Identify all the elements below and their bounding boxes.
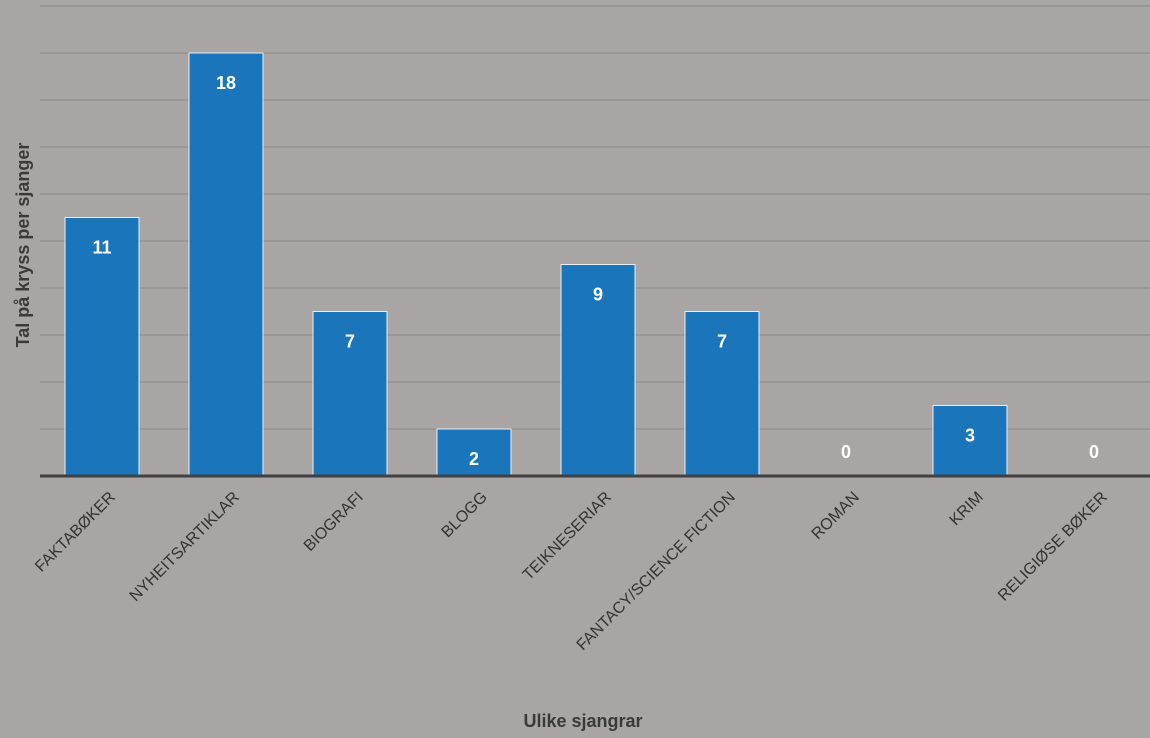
- data-label-0: 11: [92, 238, 111, 258]
- data-label-5: 7: [717, 332, 727, 352]
- data-label-3: 2: [469, 449, 479, 469]
- bar-2: [312, 311, 388, 477]
- x-tick-label-7: KRIM: [947, 489, 987, 529]
- x-tick-label-1: NYHEITSARTIKLAR: [127, 489, 243, 605]
- data-label-8: 0: [1089, 442, 1099, 462]
- bar-0: [64, 217, 140, 477]
- data-label-7: 3: [965, 426, 975, 446]
- data-label-6: 0: [841, 442, 851, 462]
- x-tick-label-0: FAKTABØKER: [32, 489, 119, 576]
- x-tick-label-3: BLOGG: [439, 489, 491, 541]
- bar-7: [932, 405, 1008, 477]
- bar-5: [684, 311, 760, 477]
- bars: [64, 52, 1008, 477]
- data-label-2: 7: [345, 332, 355, 352]
- x-tick-label-4: TEIKNESERIAR: [520, 489, 615, 584]
- bar-4: [560, 264, 636, 477]
- x-tick-label-6: ROMAN: [809, 489, 863, 543]
- x-tick-labels: FAKTABØKER NYHEITSARTIKLAR BIOGRAFI BLOGG TE…: [32, 489, 1111, 654]
- x-tick-label-8: RELIGIØSE BØKER: [995, 489, 1111, 605]
- bar-1: [188, 52, 264, 477]
- data-labels: 11 18 7 2 9 7 0 3 0: [92, 73, 1099, 469]
- y-axis-title: Tal på kryss per sjanger: [13, 143, 33, 348]
- data-label-1: 18: [216, 73, 236, 93]
- x-tick-label-2: BIOGRAFI: [301, 489, 367, 555]
- data-label-4: 9: [593, 285, 603, 305]
- x-axis-title: Ulike sjangrar: [523, 711, 642, 731]
